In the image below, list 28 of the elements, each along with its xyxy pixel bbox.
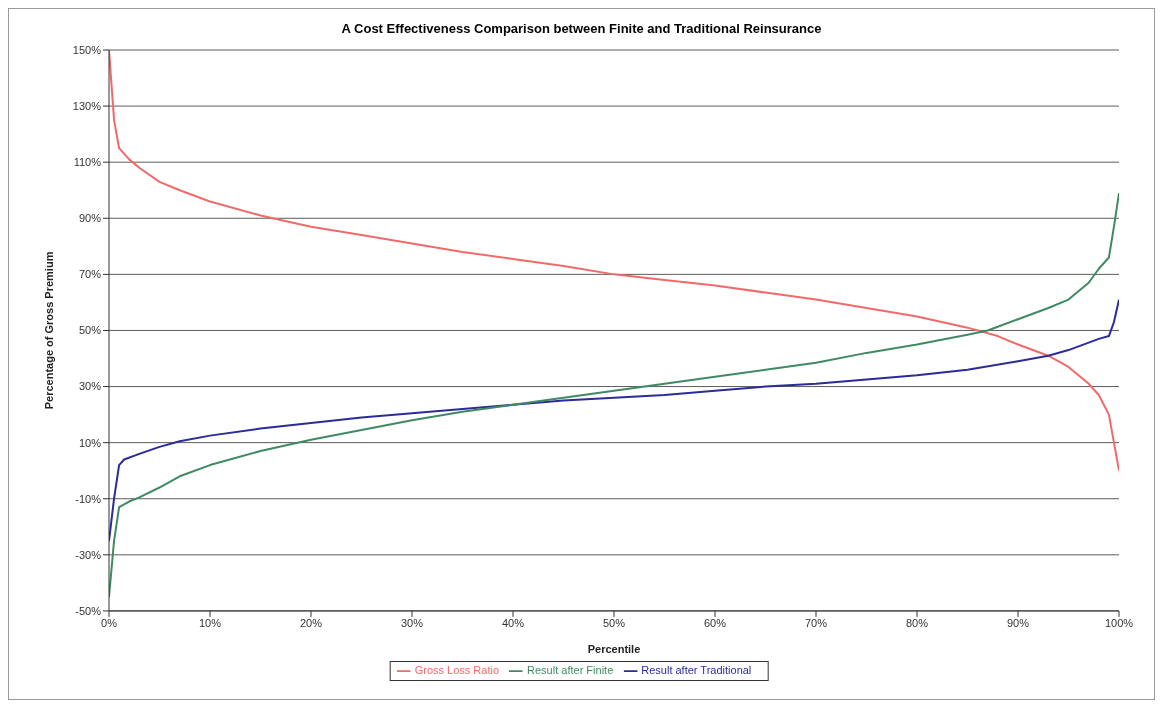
x-tick-label: 100% [1104,616,1134,629]
y-tick-label: -50% [75,604,102,617]
y-tick-label: -30% [75,548,102,561]
y-tick-label: 130% [72,100,102,112]
legend-label: Gross Loss Ratio [414,663,500,676]
chart-title: A Cost Effectiveness Comparison between Finite and Traditional Reinsurance [340,21,823,36]
x-tick-label: 50% [602,616,626,629]
x-tick-label: 30% [400,616,424,629]
x-tick-label: 90% [1006,616,1030,629]
y-tick-label: 10% [78,436,102,449]
y-tick-label: -10% [75,492,102,505]
x-tick-label: 10% [198,616,222,629]
x-tick-label: 60% [703,616,727,629]
legend-label: Result after Traditional [641,663,752,676]
x-tick-label: 70% [804,616,828,629]
x-tick-label: 40% [501,616,525,629]
y-axis-title: Percentage of Gross Premium [42,251,55,410]
y-tick-label: 50% [78,324,102,337]
y-tick-label: 30% [78,380,102,393]
legend-label: Result after Finite [527,663,614,676]
x-tick-label: 20% [299,616,323,629]
x-tick-label: 0% [101,616,118,629]
y-tick-label: 110% [73,156,102,169]
x-tick-label: 80% [905,616,929,629]
y-tick-label: 70% [78,268,102,281]
y-tick-label: 90% [78,212,102,225]
x-axis-title: Percentile [587,642,641,655]
y-tick-label: 150% [72,43,102,56]
